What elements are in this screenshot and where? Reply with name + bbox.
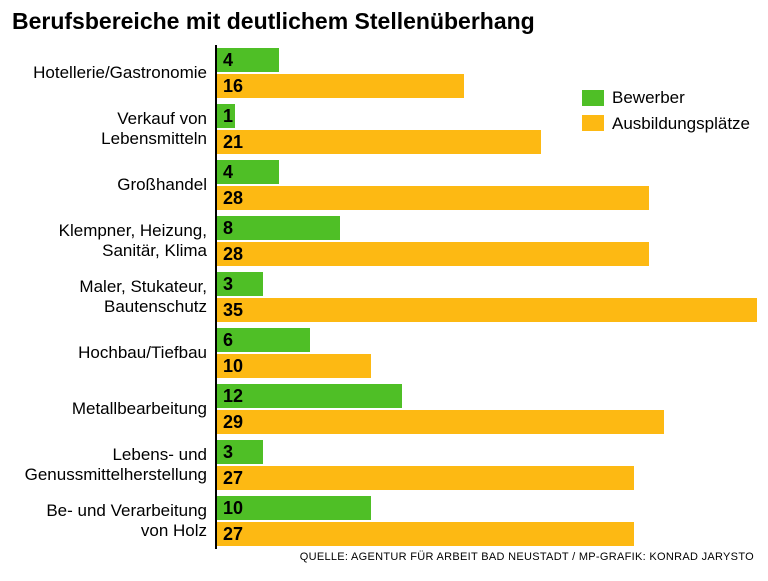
bar-ausbildungsplaetze: 10 [217, 354, 371, 378]
bar-value: 8 [223, 218, 233, 239]
category-label: Großhandel [0, 157, 215, 213]
bar-value: 10 [223, 498, 243, 519]
bar-bewerber: 6 [217, 328, 310, 352]
bar-ausbildungsplaetze: 21 [217, 130, 541, 154]
category-label: Klempner, Heizung,Sanitär, Klima [0, 213, 215, 269]
chart-area: Hotellerie/GastronomieVerkauf vonLebensm… [0, 45, 768, 549]
bar-ausbildungsplaetze: 35 [217, 298, 757, 322]
bar-row: 29 [217, 410, 768, 434]
bar-row: 21 [217, 130, 768, 154]
bar-row: 35 [217, 298, 768, 322]
bar-value: 3 [223, 274, 233, 295]
category-label: Verkauf vonLebensmitteln [0, 101, 215, 157]
chart-title: Berufsbereiche mit deutlichem Stellenübe… [0, 0, 768, 39]
category-label: Hotellerie/Gastronomie [0, 45, 215, 101]
bar-value: 16 [223, 76, 243, 97]
bar-ausbildungsplaetze: 27 [217, 466, 634, 490]
bar-value: 28 [223, 244, 243, 265]
bar-row: 1 [217, 104, 768, 128]
bar-bewerber: 10 [217, 496, 371, 520]
bar-row: 28 [217, 242, 768, 266]
bar-value: 27 [223, 524, 243, 545]
bar-value: 4 [223, 162, 233, 183]
bar-value: 29 [223, 412, 243, 433]
chart-container: Bewerber Ausbildungsplätze Hotellerie/Ga… [0, 45, 768, 563]
bar-bewerber: 3 [217, 440, 263, 464]
bar-row: 8 [217, 216, 768, 240]
bar-group: 121 [217, 101, 768, 157]
bar-bewerber: 3 [217, 272, 263, 296]
bar-row: 4 [217, 48, 768, 72]
category-labels-column: Hotellerie/GastronomieVerkauf vonLebensm… [0, 45, 215, 549]
category-label: Metallbearbeitung [0, 381, 215, 437]
bar-ausbildungsplaetze: 16 [217, 74, 464, 98]
bar-bewerber: 4 [217, 160, 279, 184]
bar-row: 3 [217, 440, 768, 464]
bar-row: 4 [217, 160, 768, 184]
bar-value: 6 [223, 330, 233, 351]
bar-row: 16 [217, 74, 768, 98]
bar-group: 335 [217, 269, 768, 325]
bar-ausbildungsplaetze: 29 [217, 410, 664, 434]
bar-group: 610 [217, 325, 768, 381]
category-label: Hochbau/Tiefbau [0, 325, 215, 381]
bar-value: 28 [223, 188, 243, 209]
bar-value: 12 [223, 386, 243, 407]
source-line: QUELLE: AGENTUR FÜR ARBEIT BAD NEUSTADT … [0, 549, 768, 563]
bar-row: 27 [217, 466, 768, 490]
bar-row: 10 [217, 496, 768, 520]
bar-group: 1229 [217, 381, 768, 437]
bar-row: 6 [217, 328, 768, 352]
category-label: Lebens- undGenussmittelherstellung [0, 437, 215, 493]
bar-group: 1027 [217, 493, 768, 549]
bar-row: 27 [217, 522, 768, 546]
bar-value: 4 [223, 50, 233, 71]
bar-value: 10 [223, 356, 243, 377]
category-label: Maler, Stukateur,Bautenschutz [0, 269, 215, 325]
bars-column: 41612142882833561012293271027 [215, 45, 768, 549]
bar-value: 27 [223, 468, 243, 489]
bar-bewerber: 12 [217, 384, 402, 408]
bar-group: 428 [217, 157, 768, 213]
bar-value: 21 [223, 132, 243, 153]
bar-row: 10 [217, 354, 768, 378]
bar-ausbildungsplaetze: 27 [217, 522, 634, 546]
bar-ausbildungsplaetze: 28 [217, 186, 649, 210]
bar-value: 35 [223, 300, 243, 321]
bar-group: 327 [217, 437, 768, 493]
bar-value: 1 [223, 106, 233, 127]
bar-ausbildungsplaetze: 28 [217, 242, 649, 266]
bar-row: 3 [217, 272, 768, 296]
bar-group: 828 [217, 213, 768, 269]
bar-row: 12 [217, 384, 768, 408]
bar-value: 3 [223, 442, 233, 463]
bar-group: 416 [217, 45, 768, 101]
bar-bewerber: 1 [217, 104, 235, 128]
bar-row: 28 [217, 186, 768, 210]
category-label: Be- und Verarbeitungvon Holz [0, 493, 215, 549]
bar-bewerber: 4 [217, 48, 279, 72]
bar-bewerber: 8 [217, 216, 340, 240]
